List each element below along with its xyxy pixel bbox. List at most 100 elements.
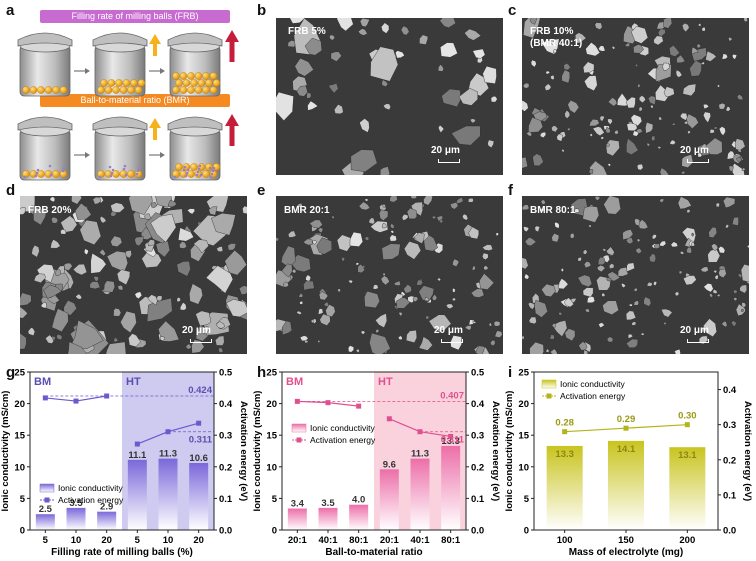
particle	[452, 297, 456, 301]
particle	[189, 283, 203, 305]
particle	[134, 236, 144, 247]
particle	[627, 333, 634, 339]
particle	[682, 83, 697, 97]
particle	[670, 241, 679, 248]
y2-tick-label: 0.3	[471, 431, 484, 442]
particle	[92, 196, 102, 205]
particle	[621, 282, 626, 288]
particle	[462, 213, 469, 221]
x-axis-label: Mass of electrolyte (mg)	[569, 547, 683, 558]
powder	[109, 174, 113, 178]
particle	[560, 268, 564, 272]
legend-swatch-marker	[44, 497, 50, 503]
particle	[141, 250, 162, 268]
particle	[488, 322, 493, 327]
particle	[276, 91, 294, 121]
bar-value-label: 3.5	[321, 498, 335, 509]
scale-label-c: 20 μm	[680, 145, 709, 156]
particle	[20, 332, 27, 350]
particle	[110, 202, 125, 213]
jar-lid	[167, 32, 223, 47]
powder	[183, 165, 187, 169]
legend-swatch-bar	[39, 483, 55, 493]
particle	[372, 284, 379, 290]
powder	[98, 175, 102, 179]
particle	[487, 139, 495, 149]
group-label-bm: BM	[34, 376, 51, 388]
particle	[224, 249, 247, 276]
particle	[318, 291, 329, 301]
particle	[589, 160, 608, 175]
particle	[155, 196, 173, 208]
powder	[198, 164, 202, 168]
sem-image-frb5: FRB 5% 20 μm	[276, 18, 503, 175]
particle	[686, 247, 693, 254]
particle	[567, 100, 580, 114]
particle	[713, 126, 718, 130]
particle	[158, 320, 180, 342]
particle	[625, 237, 634, 245]
milling-ball	[175, 79, 183, 87]
particle	[215, 321, 225, 329]
powder	[208, 166, 212, 170]
particle	[686, 113, 699, 129]
particle	[347, 279, 354, 284]
particle	[350, 149, 378, 173]
particle	[721, 53, 728, 60]
particle	[464, 28, 482, 41]
particle	[89, 281, 101, 290]
particle	[185, 343, 192, 350]
particle	[599, 115, 605, 122]
particle	[360, 330, 366, 335]
particle	[364, 198, 369, 202]
sem-image-bmr80: BMR 80:1 20 μm	[522, 196, 749, 354]
sem-texture	[522, 18, 748, 175]
milling-ball	[190, 79, 198, 87]
particle	[329, 34, 336, 41]
scale-label-e: 20 μm	[434, 325, 463, 336]
particle	[640, 332, 645, 336]
powder	[182, 168, 186, 172]
sem-label-frb10: FRB 10% (BMR 40:1)	[530, 26, 583, 49]
particle	[147, 294, 158, 306]
legend-label-ionic: Ionic conductivity	[560, 379, 625, 389]
milling-ball	[127, 170, 135, 178]
particle	[380, 275, 390, 286]
powder	[197, 167, 201, 171]
milling-ball	[172, 72, 180, 80]
particle	[179, 241, 187, 249]
particle	[310, 319, 315, 324]
particle	[400, 25, 410, 36]
particle	[725, 224, 729, 229]
y2-tick-label: 0.0	[219, 526, 232, 537]
bar-value-label: 11.1	[128, 450, 147, 461]
particle	[649, 253, 657, 263]
milling-schematic: Filling rate of milling balls (FRB) Ball…	[0, 0, 250, 182]
particle	[226, 299, 247, 318]
activation-energy-label: 0.30	[678, 411, 697, 422]
milling-ball	[205, 163, 213, 171]
sem-image-bmr20: BMR 20:1 20 μm	[276, 196, 503, 354]
activation-energy-point	[417, 429, 423, 435]
particle	[227, 243, 237, 251]
panel-label-a: a	[6, 2, 15, 19]
panel-label-c: c	[508, 2, 517, 19]
particle	[60, 228, 67, 235]
jar-lid	[17, 116, 73, 131]
particle	[211, 212, 236, 236]
particle	[746, 244, 749, 248]
particle	[643, 296, 652, 307]
particle	[609, 263, 615, 269]
particle	[726, 150, 736, 160]
activation-energy-point	[325, 400, 331, 406]
bar-14.1	[608, 440, 644, 530]
milling-ball	[29, 86, 38, 94]
particle	[569, 233, 575, 239]
particle	[733, 297, 738, 301]
bar-13.1	[669, 447, 706, 530]
bar-value-label: 13.1	[678, 450, 697, 461]
y-axis-label: Ionic conductivity (mS/cm)	[504, 391, 515, 512]
particle	[659, 198, 664, 203]
plot-frame	[281, 371, 467, 531]
y2-tick-label: 0.1	[219, 494, 233, 505]
